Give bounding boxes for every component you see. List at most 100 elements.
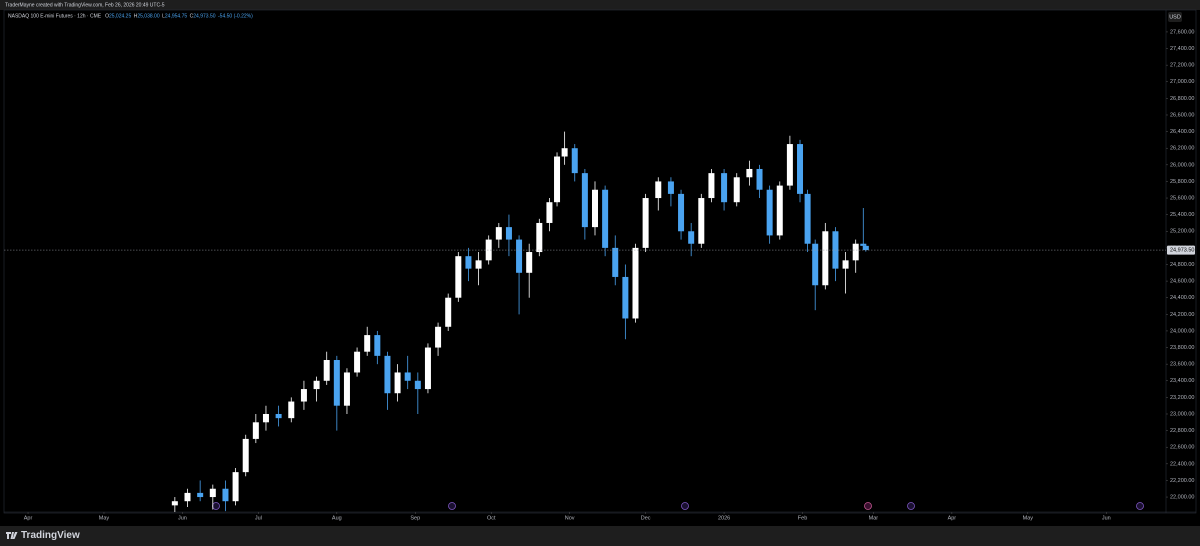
candle-body [721,173,728,203]
candle-body [384,355,391,394]
candle-body [822,231,829,286]
event-icon[interactable] [448,502,456,510]
candle-body [323,360,330,381]
y-tick-label: 24,000.00 [1170,328,1194,334]
candle-body [804,193,811,244]
candle-body [313,380,320,390]
candle-body [812,243,819,286]
candle-body [776,185,783,236]
x-tick-label: Aug [332,515,342,521]
frame [3,9,1197,514]
candle-body [242,438,249,473]
candle-body [262,413,269,423]
candle-body [485,239,492,261]
candle-body [343,372,350,406]
x-tick-label: Mar [869,515,879,521]
candle-body [505,227,512,240]
y-tick-label: 27,600.00 [1170,29,1194,35]
candle-body [475,260,482,269]
x-tick-label: Feb [798,515,807,521]
y-tick-label: 22,800.00 [1170,428,1194,434]
legend-key: L [162,13,165,19]
y-tick-label: 25,400.00 [1170,212,1194,218]
x-tick-label: May [99,515,110,521]
bottom-bar [0,526,1200,546]
event-icons [212,502,1144,510]
event-icon[interactable] [681,502,689,510]
candle-body [797,144,804,194]
y-tick-label: 27,400.00 [1170,46,1194,52]
candle-body [546,202,553,223]
x-tick-label: Jun [1102,515,1111,521]
candle-body [374,335,381,356]
y-tick-label: 26,200.00 [1170,146,1194,152]
y-tick-label: 24,400.00 [1170,295,1194,301]
candle-body [536,222,543,253]
candle-body [766,189,773,236]
y-tick-label: 26,000.00 [1170,162,1194,168]
candle-body [688,231,695,244]
candle-body [602,189,609,248]
candle-body [364,335,371,352]
brand: TradingView [21,530,80,541]
candle-body [862,245,869,251]
candle-body [612,247,619,277]
candle-body [333,360,340,406]
event-icon[interactable] [1136,502,1144,510]
candle-body [465,256,472,269]
candle-body [209,488,216,498]
candle-body [756,168,763,190]
candle-body [581,173,588,228]
legend-symbol: NASDAQ 100 E-mini Futures · 12h · CME [8,13,102,19]
candle-body [354,351,361,373]
y-tick-label: 24,600.00 [1170,279,1194,285]
candle-body [655,181,662,199]
x-tick-label: Jun [178,515,187,521]
candle-body [591,189,598,228]
candle-body [404,372,411,381]
candle-body [842,260,849,269]
event-icon[interactable] [907,502,915,510]
event-icon[interactable] [864,502,872,510]
candle-body [184,492,191,502]
legend-key: H [134,13,138,19]
candle-body [424,347,431,390]
candle-body [275,413,282,419]
candle-body [526,252,533,273]
event-icon[interactable] [212,502,220,510]
x-tick-label: Apr [24,515,33,521]
legend-key: O [105,13,109,19]
y-tick-label: 26,400.00 [1170,129,1194,135]
candle-body [561,148,568,157]
candle-body [852,243,859,261]
candle-body [414,380,421,390]
legend-change: -54.50 (-0.22%) [218,13,253,19]
candle-body [632,247,639,319]
y-tick-label: 25,800.00 [1170,179,1194,185]
y-tick-label: 23,400.00 [1170,378,1194,384]
y-tick-label: 23,600.00 [1170,362,1194,368]
candle-body [516,239,523,273]
candle-body [445,297,452,327]
candle-body [495,227,502,240]
candle-body [642,198,649,248]
candle-body [171,501,178,506]
candle-body [571,148,578,174]
y-tick-label: 26,600.00 [1170,112,1194,118]
candle-body [232,472,239,502]
candle-body [288,401,295,419]
y-tick-label: 27,000.00 [1170,79,1194,85]
x-tick-label: Apr [948,515,957,521]
candle-body [698,198,705,244]
candle-body [786,144,793,186]
y-tick-label: 23,800.00 [1170,345,1194,351]
candle-body [554,156,561,203]
header-text: TraderMayne created with TradingView.com… [5,2,165,8]
y-tick-label: 22,400.00 [1170,461,1194,467]
candle-body [678,193,685,232]
x-tick-label: 2026 [718,515,730,521]
x-tick-label: Sep [410,515,420,521]
